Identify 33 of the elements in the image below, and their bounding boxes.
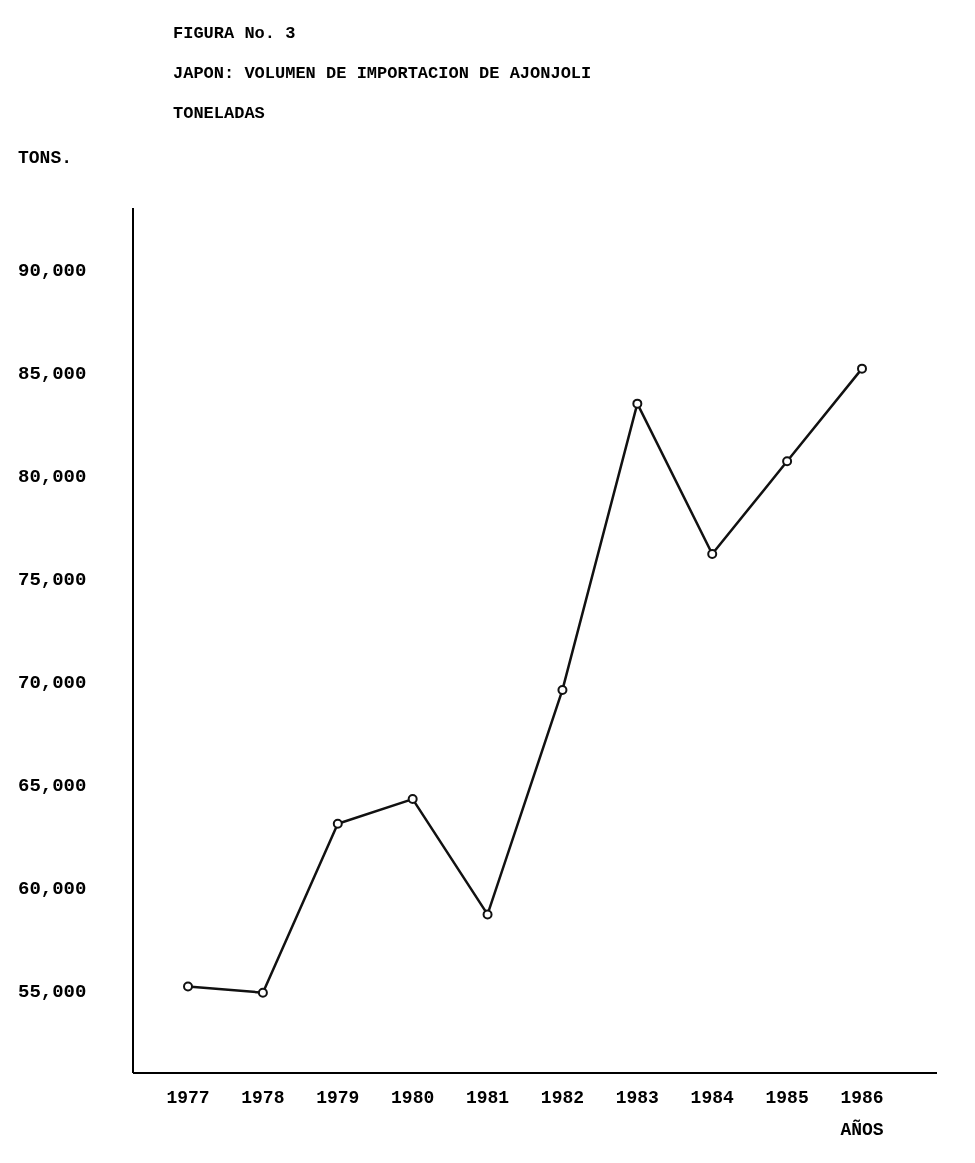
x-tick-label: 1983 bbox=[615, 1088, 659, 1108]
point bbox=[257, 987, 268, 998]
point bbox=[857, 363, 867, 374]
point bbox=[557, 684, 568, 695]
text: TONELADAS bbox=[173, 104, 265, 123]
y-tick-label: 70,000 bbox=[18, 672, 87, 695]
point bbox=[407, 794, 418, 805]
x-tick-label: 1985 bbox=[765, 1088, 809, 1108]
point bbox=[482, 909, 493, 920]
y-tick-label: 80,000 bbox=[18, 466, 87, 489]
x-tick-label: 1984 bbox=[690, 1088, 735, 1108]
point bbox=[183, 981, 193, 992]
y-tick-label: 65,000 bbox=[18, 775, 87, 798]
x-tick-label: 1978 bbox=[241, 1088, 285, 1108]
x-tick-label: 1980 bbox=[391, 1088, 435, 1108]
y-tick-label: 60,000 bbox=[18, 878, 87, 901]
y-axis-title: TONS. bbox=[18, 148, 73, 168]
x-tick-label: 1979 bbox=[316, 1088, 360, 1108]
point bbox=[707, 549, 718, 559]
y-tick-label: 55,000 bbox=[18, 981, 87, 1004]
y-tick-label: 75,000 bbox=[18, 569, 87, 592]
x-axis-title: AÑOS bbox=[840, 1119, 884, 1140]
point bbox=[632, 398, 643, 409]
x-tick-label: 1986 bbox=[840, 1088, 884, 1108]
x-tick-label: 1977 bbox=[166, 1088, 210, 1108]
chart-title: FIGURA No. 3 bbox=[173, 24, 296, 43]
x-tick-label: 1982 bbox=[540, 1088, 585, 1108]
y-tick-label: 90,000 bbox=[18, 260, 87, 283]
point bbox=[782, 456, 793, 467]
point bbox=[332, 818, 343, 829]
y-tick-label: 85,000 bbox=[18, 363, 87, 386]
x-tick-label: 1981 bbox=[465, 1088, 510, 1108]
chart-subtitle: JAPON: VOLUMEN DE IMPORTACION DE AJONJOLI bbox=[173, 64, 592, 83]
